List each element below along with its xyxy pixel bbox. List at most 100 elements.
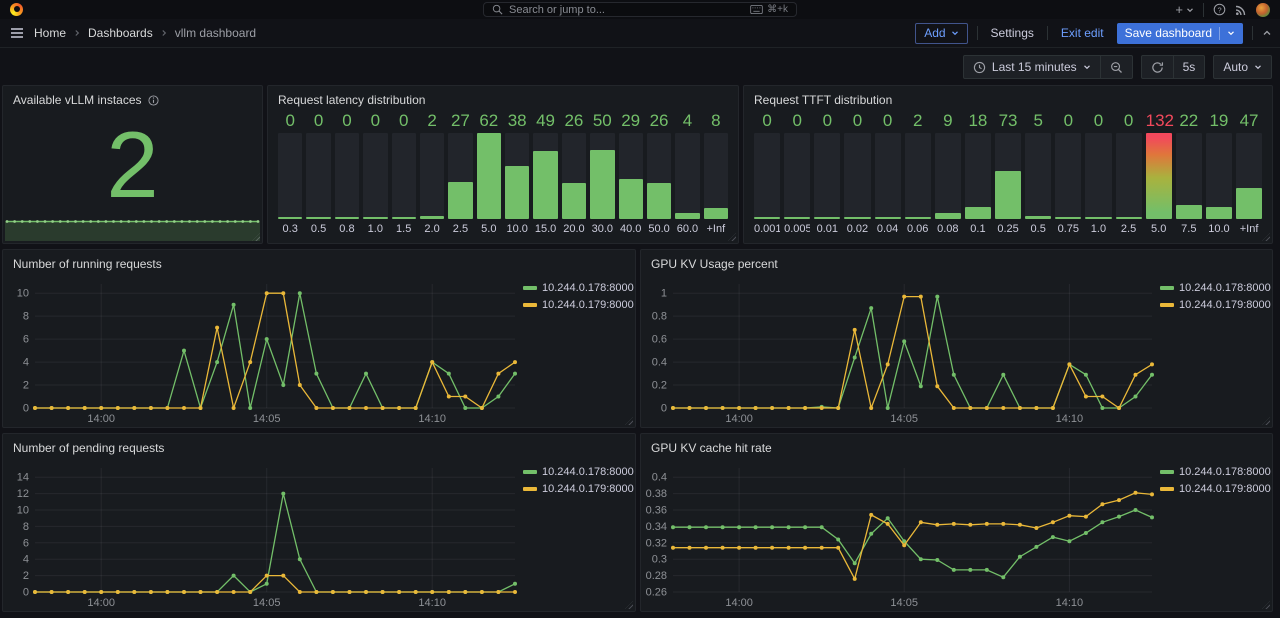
svg-text:14:05: 14:05	[253, 413, 281, 425]
panel-resize-handle[interactable]	[1262, 601, 1270, 609]
svg-text:0: 0	[23, 587, 29, 599]
gauge-bar-track	[391, 133, 416, 219]
gauge-bar-track	[419, 133, 445, 219]
chevron-down-icon	[1255, 65, 1261, 70]
panel-title[interactable]: Number of pending requests	[13, 441, 165, 455]
new-item-dropdown[interactable]: +	[1175, 2, 1194, 17]
timeseries-plot: 0 2 4 6 8 10 12 14 14:00 14:05 14:10	[3, 458, 523, 610]
gauge-bar-fill	[1175, 204, 1202, 219]
sparkline-canvas	[5, 220, 260, 241]
panel-title[interactable]: GPU KV cache hit rate	[651, 441, 772, 455]
panel-title[interactable]: Request latency distribution	[278, 93, 426, 107]
exit-edit-button[interactable]: Exit edit	[1057, 26, 1108, 40]
breadcrumb-dashboards[interactable]: Dashboards	[88, 26, 153, 40]
hamburger-icon	[11, 28, 23, 38]
chevron-up-icon	[1263, 30, 1271, 35]
gauge-bar-track	[964, 133, 991, 219]
dashboard-grid: Available vLLM instaces 2 Request latenc…	[0, 85, 1280, 612]
gauge-bar-track	[1085, 133, 1112, 219]
legend-item[interactable]: 10.244.0.178:8000	[1160, 282, 1271, 294]
svg-text:6: 6	[23, 537, 29, 549]
svg-text:0.4: 0.4	[652, 357, 667, 369]
gauge-bar-value: 0	[852, 111, 863, 130]
gauge-bar-value: 38	[507, 111, 527, 130]
panel-resize-handle[interactable]	[1262, 233, 1270, 241]
mega-menu-toggle[interactable]	[10, 27, 24, 39]
add-panel-dropdown[interactable]: Add	[915, 22, 968, 44]
profile-avatar[interactable]	[1256, 2, 1270, 17]
gauge-bar: 0 1.0	[363, 110, 388, 236]
gauge-bar: 0 0.04	[874, 110, 901, 236]
legend-item[interactable]: 10.244.0.178:8000	[1160, 466, 1271, 478]
help-button[interactable]: ?	[1213, 3, 1226, 16]
gauge-bar-label: 5.0	[481, 223, 497, 235]
refresh-interval-label[interactable]: 5s	[1172, 56, 1205, 78]
gauge-bar-value: 26	[649, 111, 669, 130]
series-swatch	[1160, 470, 1174, 474]
chevron-down-icon	[1228, 31, 1234, 36]
svg-text:4: 4	[23, 554, 29, 566]
gauge-bar: 0 0.5	[306, 110, 331, 236]
legend-item[interactable]: 10.244.0.178:8000	[523, 282, 634, 294]
svg-text:0.38: 0.38	[646, 488, 667, 500]
panel-resize-handle[interactable]	[1262, 417, 1270, 425]
panel-resize-handle[interactable]	[625, 417, 633, 425]
legend-item[interactable]: 10.244.0.179:8000	[1160, 483, 1271, 495]
svg-text:14:00: 14:00	[725, 413, 753, 425]
zoom-out-button[interactable]	[1099, 56, 1132, 78]
gauge-bar-fill	[703, 207, 728, 219]
time-range-picker[interactable]: Last 15 minutes	[964, 56, 1100, 78]
breadcrumb-current: vllm dashboard	[174, 26, 257, 40]
search-input[interactable]: Search or jump to... ⌘+k	[483, 2, 797, 17]
stat-value: 2	[106, 111, 159, 217]
legend-item[interactable]: 10.244.0.179:8000	[1160, 299, 1271, 311]
refresh-button[interactable]	[1142, 56, 1173, 78]
panel-request-ttft-distribution: Request TTFT distribution 0 0.001 0 0.005 0 0…	[743, 85, 1273, 244]
panel-resize-handle[interactable]	[252, 233, 260, 241]
svg-text:10: 10	[17, 505, 29, 517]
gauge-bar-track	[703, 133, 728, 219]
panel-resize-handle[interactable]	[728, 233, 736, 241]
panel-title[interactable]: Number of running requests	[13, 257, 162, 271]
panel-title[interactable]: Available vLLM instaces	[3, 86, 262, 110]
panel-resize-handle[interactable]	[625, 601, 633, 609]
legend-item[interactable]: 10.244.0.179:8000	[523, 483, 634, 495]
breadcrumb: Home Dashboards vllm dashboard	[34, 26, 256, 40]
gauge-bar-value: 8	[711, 111, 721, 130]
collapse-controls-button[interactable]	[1262, 28, 1272, 38]
gauge-bar-track	[363, 133, 388, 219]
gauge-bar: 27 2.5	[448, 110, 473, 236]
gauge-bar-label: 0.3	[282, 223, 298, 235]
info-icon[interactable]	[147, 94, 159, 106]
panel-title[interactable]: Request TTFT distribution	[754, 93, 893, 107]
auto-refresh-dropdown[interactable]: Auto	[1214, 56, 1271, 78]
gauge-bar: 5 0.5	[1025, 110, 1052, 236]
settings-button[interactable]: Settings	[987, 26, 1038, 40]
svg-text:6: 6	[23, 334, 29, 346]
grafana-logo[interactable]	[10, 3, 23, 16]
gauge-bar-fill	[561, 182, 587, 219]
gauge-bar-label: 10.0	[506, 223, 528, 235]
rss-icon	[1235, 5, 1246, 15]
gauge-bar-label: 0.8	[339, 223, 355, 235]
save-dashboard-button[interactable]: Save dashboard	[1116, 22, 1243, 44]
breadcrumb-home[interactable]: Home	[34, 26, 67, 40]
legend-item[interactable]: 10.244.0.179:8000	[523, 299, 634, 311]
legend-item[interactable]: 10.244.0.178:8000	[523, 466, 634, 478]
refresh-group: 5s	[1140, 55, 1206, 79]
gauge-bar-track	[1145, 133, 1172, 219]
svg-text:8: 8	[23, 521, 29, 533]
gauge-bar-fill	[533, 151, 558, 219]
gauge-bar: 50 30.0	[590, 110, 615, 236]
panel-title[interactable]: GPU KV Usage percent	[651, 257, 778, 271]
legend: 10.244.0.178:8000 10.244.0.179:8000	[523, 274, 635, 426]
top-nav-bar: Search or jump to... ⌘+k + ?	[0, 0, 1280, 19]
news-button[interactable]	[1235, 4, 1247, 16]
time-picker-group: Last 15 minutes	[962, 55, 1133, 79]
gauge-bar-track	[646, 133, 672, 219]
gauge-bar-fill	[1025, 215, 1052, 219]
divider	[1252, 26, 1253, 40]
gauge-bar-value: 0	[1093, 111, 1104, 130]
series-swatch	[1160, 303, 1174, 307]
svg-text:2: 2	[23, 570, 29, 582]
